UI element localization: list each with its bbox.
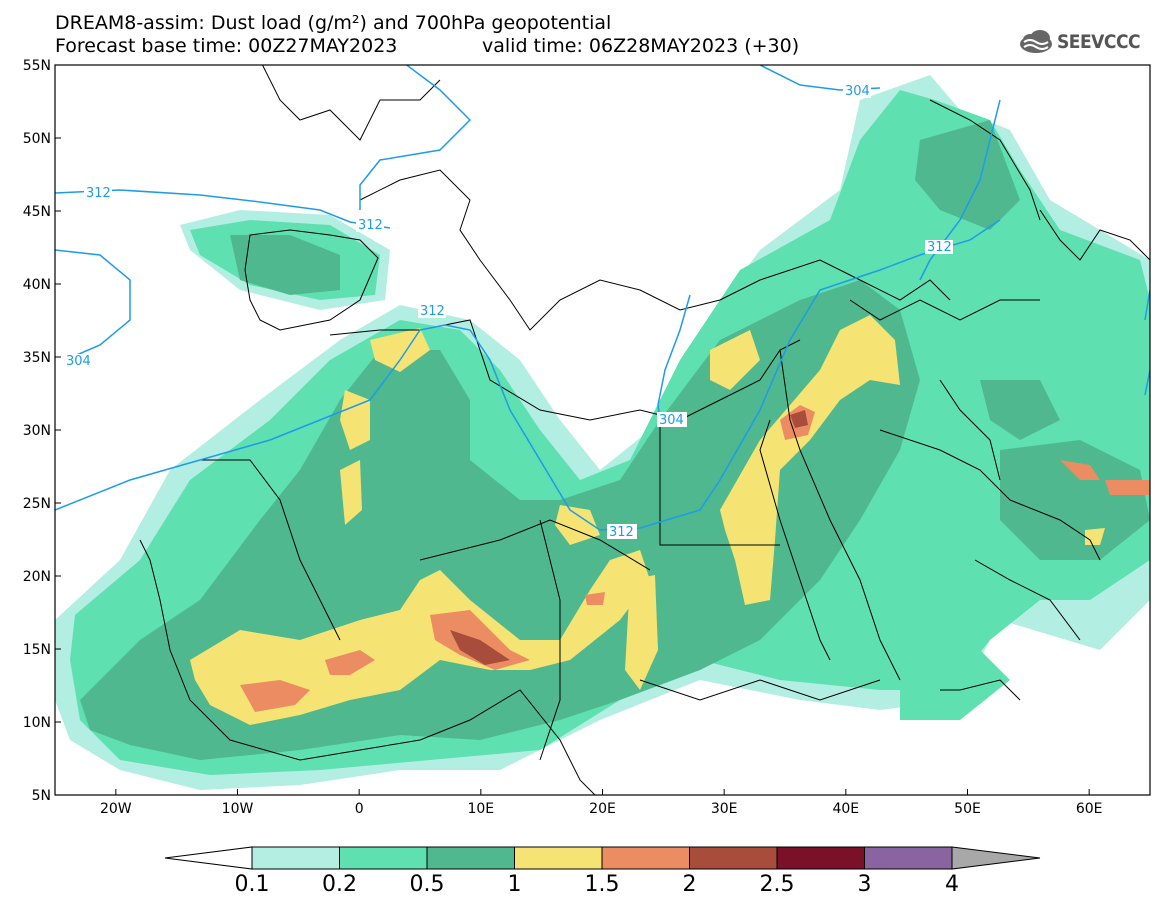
lon-tick-label: 50E: [954, 801, 981, 817]
colorbar: [164, 846, 1041, 870]
lat-axis: 5N 10N 15N 20N 25N 30N 35N 40N 45N 50N 55N: [23, 58, 61, 804]
colorbar-swatch: [514, 846, 603, 870]
colorbar-swatch: [864, 846, 953, 870]
colorbar-swatch: [601, 846, 690, 870]
lon-tick-label: 60E: [1076, 801, 1103, 817]
contour-label: 312: [927, 240, 952, 255]
dust-level-1.5: [240, 405, 1150, 712]
contour-labels: 312 312 312 312 312 304 304 304: [64, 84, 953, 540]
contour-label: 312: [358, 218, 383, 233]
contour-label: 312: [86, 186, 111, 201]
logo-text: SEEVCCC: [1057, 31, 1141, 53]
lat-tick-label: 40N: [23, 277, 51, 293]
geopotential-contours: [55, 65, 1150, 531]
contour-label: 304: [66, 354, 91, 369]
colorbar-label: 4: [945, 872, 959, 897]
lon-tick-label: 20W: [100, 801, 132, 817]
lat-tick-label: 10N: [23, 715, 51, 731]
colorbar-swatch: [251, 846, 340, 870]
colorbar-label: 2: [682, 872, 697, 897]
lon-tick-label: 30E: [711, 801, 738, 817]
dust-level-1: [190, 315, 1105, 725]
contour-label: 304: [845, 84, 870, 99]
cloud-logo-icon: [1020, 30, 1052, 53]
lat-tick-label: 45N: [23, 204, 51, 220]
lat-tick-label: 50N: [23, 131, 51, 147]
colorbar-low-arrow: [164, 846, 253, 870]
lat-tick-label: 5N: [32, 788, 51, 804]
lon-tick-label: 20E: [589, 801, 616, 817]
lat-tick-label: 55N: [23, 58, 51, 74]
colorbar-swatch: [339, 846, 428, 870]
colorbar-label: 0.5: [409, 872, 445, 897]
lon-tick-label: 10W: [222, 801, 254, 817]
base-time: Forecast base time: 00Z27MAY2023: [55, 35, 398, 57]
lat-tick-label: 20N: [23, 569, 51, 585]
contour-label: 312: [609, 525, 634, 540]
contour-label: 312: [420, 304, 445, 319]
colorbar-label: 0.2: [322, 872, 357, 897]
map-title: DREAM8-assim: Dust load (g/m²) and 700hP…: [55, 12, 612, 34]
lon-tick-label: 40E: [832, 801, 859, 817]
lat-tick-label: 35N: [23, 350, 51, 366]
colorbar-label: 1: [507, 872, 522, 897]
lat-tick-label: 15N: [23, 642, 51, 658]
lon-axis: 20W 10W 0 10E 20E 30E 40E 50E 60E: [100, 789, 1103, 817]
colorbar-swatch: [426, 846, 515, 870]
colorbar-high-arrow: [951, 846, 1041, 870]
contour-label: 304: [659, 413, 684, 428]
lat-tick-label: 25N: [23, 496, 51, 512]
colorbar-label: 0.1: [234, 872, 270, 897]
lat-tick-label: 30N: [23, 423, 51, 439]
dust-level-2: [450, 410, 808, 665]
lon-tick-label: 0: [355, 801, 364, 817]
colorbar-swatch: [689, 846, 778, 870]
colorbar-swatch: [776, 846, 865, 870]
colorbar-label: 3: [857, 872, 872, 897]
colorbar-label: 1.5: [584, 872, 620, 897]
valid-time: valid time: 06Z28MAY2023 (+30): [482, 35, 800, 57]
colorbar-label: 2.5: [759, 872, 795, 897]
lon-tick-label: 10E: [467, 801, 494, 817]
